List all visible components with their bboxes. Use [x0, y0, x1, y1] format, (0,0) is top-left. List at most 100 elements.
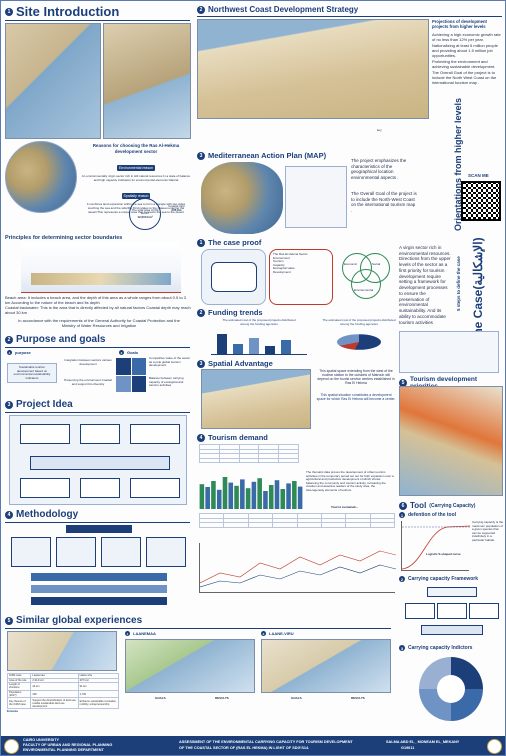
- funding-right-caption: The estimated cost of the proposed proje…: [322, 318, 396, 326]
- author-name: SALMA ABD EL_ MONEAM EL_MEKANY: [386, 740, 460, 744]
- goal-2: Preserving the environment Coastal and s…: [64, 378, 112, 386]
- qr-code[interactable]: [461, 181, 501, 221]
- reasons-title: Reasons for choosing the Ras Al-Hekma de…: [92, 143, 180, 154]
- sector-map: [103, 23, 191, 139]
- principles-title: Principles for determining sector bounda…: [5, 235, 123, 241]
- footer: CAIRO UNIVERSITY FACULTY OF URBAN AND RE…: [1, 736, 505, 755]
- tourism-bar-chart: [199, 477, 303, 509]
- map-plan-text-1: The project emphasizes the characteristi…: [351, 158, 407, 180]
- projection-2: Nationalizing at least 5 million people …: [432, 42, 498, 58]
- spatial-title: 3 Spatial Advantage: [197, 359, 273, 368]
- case-sector-list: The Ras El Hekma Sector Environment Tour…: [269, 249, 333, 305]
- tourism-bar: [245, 488, 251, 509]
- purpose-block: 1 purpose Sustainable tourism development…: [7, 350, 57, 384]
- project-title-line-2: OF THE COASTAL SECTOR OF (RAS EL HEKMA) …: [179, 746, 310, 750]
- environmental-reason-chip: Environmental reason: [116, 165, 156, 172]
- tourism-bar: [240, 479, 245, 509]
- map-plan-title: 3 Mediterranean Action Plan (MAP): [197, 151, 326, 160]
- tourism-demand-table: [199, 444, 299, 472]
- tourism-line-chart: [199, 543, 396, 593]
- funding-left-caption: The estimated cost of the proposed proje…: [222, 318, 296, 326]
- spatial-text-1: This spatial space extending from the we…: [317, 369, 395, 386]
- projections-block: Projections of development projects from…: [432, 19, 504, 85]
- site-satellite-image: [5, 141, 77, 213]
- tourism-bar: [292, 481, 297, 509]
- funding-title: 2 Funding trends: [197, 308, 263, 317]
- tool-def-title: 1 defention of the tool: [399, 512, 457, 518]
- environmental-reason-text: An environmentally virgin sector rich in…: [81, 174, 191, 182]
- tourism-bar: [263, 491, 268, 509]
- tourism-bar: [280, 489, 286, 509]
- tourism-bar: [222, 477, 228, 509]
- tourism-bar: [211, 481, 216, 509]
- tool-title: 6 Tool (Carrying Capacity): [399, 501, 475, 510]
- divider: [5, 20, 190, 21]
- cc-framework-diagram: [401, 585, 503, 641]
- goals-diamond: [116, 358, 146, 392]
- virgin-sector-text: A virgin sector rich in environmental re…: [399, 245, 451, 325]
- projections-title: Projections of development projects from…: [432, 19, 487, 30]
- tourism-bar: [234, 485, 239, 509]
- spatial-text-2: This spatial situation constitutes a dev…: [316, 393, 396, 402]
- coastal-backwater-text: Coastal backwater: This is the area that…: [5, 305, 191, 315]
- map-plan-illustration: [285, 166, 347, 228]
- carrying-capacity-mini-chart: [399, 331, 499, 373]
- cc-indicators-title: 3 Carrying capacity Indictors: [399, 645, 473, 651]
- funding-bar: [281, 340, 291, 354]
- spatial-reason-chip: Spatially reason: [121, 193, 151, 200]
- site-intro-title: 1 Site Introduction: [5, 4, 119, 19]
- tourism-demand-wide-table: [198, 513, 396, 539]
- similar-title: 5 Similar global experiences: [5, 615, 142, 626]
- tourism-bar: [286, 483, 291, 509]
- laane-viru-panel: 2 LAANE-VIRU GOALS RESULTS: [261, 631, 391, 731]
- goal-3: Competitive value of the sector as a pol…: [149, 356, 191, 368]
- case-vertical-label: The Case(الإشكالية): [471, 237, 485, 343]
- faculty-name: FACULTY OF URBAN AND REGIONAL PLANNING: [23, 743, 113, 747]
- divider: [5, 628, 391, 629]
- university-name: CAIRO UNIVERSITY: [23, 738, 60, 742]
- case-arabic-box: [201, 249, 266, 305]
- goal-4: Balance between carrying capacity of eco…: [149, 376, 184, 388]
- beach-section-diagram: [21, 243, 181, 293]
- funding-pie-chart: [337, 334, 381, 350]
- iczm-table: ICZM case Laanemaa Lääne-Viru Area of the …: [6, 673, 120, 713]
- purpose-title: 2 Purpose and goals: [5, 334, 105, 345]
- map-key-area: key: [377, 128, 382, 132]
- funding-bar: [217, 334, 227, 354]
- department-name: ENVIRONMENTAL PLANNING DEPARTMENT: [23, 748, 104, 752]
- estonia-map: [7, 631, 117, 671]
- total-area-badge: The total area of the sector 12,000 km²: [129, 198, 161, 230]
- tourism-bar: [205, 487, 210, 509]
- steps-vertical-label: 5 steps to define the case: [456, 256, 461, 311]
- section-number: 1: [5, 7, 13, 16]
- tourism-bar: [228, 482, 234, 509]
- spatial-map: [201, 369, 311, 429]
- tourism-bar: [257, 478, 262, 509]
- purpose-text: Sustainable tourism development based on…: [7, 363, 57, 384]
- mediterranean-satellite-image: [201, 162, 283, 234]
- tourism-demand-title: 4 Tourism demand: [197, 433, 268, 442]
- project-idea-title: 3 Project Idea: [5, 399, 73, 410]
- funding-bar: [233, 344, 243, 354]
- scan-me-label: SCAN ME: [468, 173, 489, 178]
- projection-1: Achieving a high economic growth rate of…: [432, 31, 501, 42]
- divider: [5, 412, 190, 413]
- funding-bar: [249, 338, 259, 354]
- tourism-bar: [251, 481, 257, 509]
- tourist-sustainability-label: Tourist sustainab...: [331, 505, 359, 509]
- projection-4: The Overall Goal of the project is to in…: [432, 69, 497, 85]
- projection-3: Protecting the environment and achieving…: [432, 58, 496, 69]
- tourism-bar: [199, 484, 205, 509]
- beach-area-text: Beach area: It includes a beach area, an…: [5, 295, 187, 305]
- cc-framework-title: 2 Carrying capacity Framework: [399, 576, 479, 582]
- goal-1: Integration between sectors various deve…: [64, 358, 112, 366]
- coastal-strip-badge: Coastal strip 206 km: [168, 204, 185, 212]
- northwest-coast-map: [197, 19, 429, 119]
- project-title-line-1: ASSESSMENT OF THE ENVIRONMENTAL CARRYING…: [179, 740, 353, 744]
- tourism-demand-text: The thematic data proves the development…: [306, 470, 394, 492]
- tool-definition-text: Carrying capacity is the maximum populat…: [472, 520, 504, 542]
- tourism-priorities-map: [399, 386, 503, 496]
- map-plan-text-2: The Overall Goal of the project is to in…: [351, 191, 417, 213]
- divider: [197, 16, 502, 17]
- tourism-bar: [268, 485, 274, 509]
